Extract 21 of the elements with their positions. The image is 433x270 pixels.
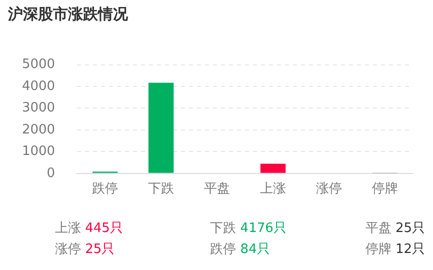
text: 跌停 84只	[210, 241, 271, 258]
text: 下跌 4176只	[210, 220, 288, 237]
text: 平盘 25只	[365, 220, 425, 237]
bar	[260, 164, 286, 173]
chart-title: 沪深股市涨跌情况	[8, 5, 128, 24]
text: 上涨 445只	[55, 220, 124, 237]
x-tick-label: 平盘	[204, 182, 230, 197]
text: 停牌 12只	[365, 241, 425, 258]
bar	[148, 82, 174, 173]
y-tick-label: 4000	[22, 78, 56, 94]
y-tick-label: 5000	[22, 57, 56, 72]
y-tick-label: 1000	[22, 144, 56, 160]
x-tick-label: 跌停	[92, 182, 118, 197]
x-tick-label: 上涨	[260, 182, 286, 197]
x-tick-label: 停牌	[372, 182, 398, 197]
text: 涨停 25只	[55, 241, 116, 258]
y-tick-label: 3000	[22, 100, 56, 116]
y-tick-label: 0	[46, 166, 56, 181]
x-tick-label: 涨停	[316, 182, 342, 197]
y-tick-label: 2000	[22, 122, 56, 138]
x-tick-label: 下跌	[148, 182, 174, 197]
